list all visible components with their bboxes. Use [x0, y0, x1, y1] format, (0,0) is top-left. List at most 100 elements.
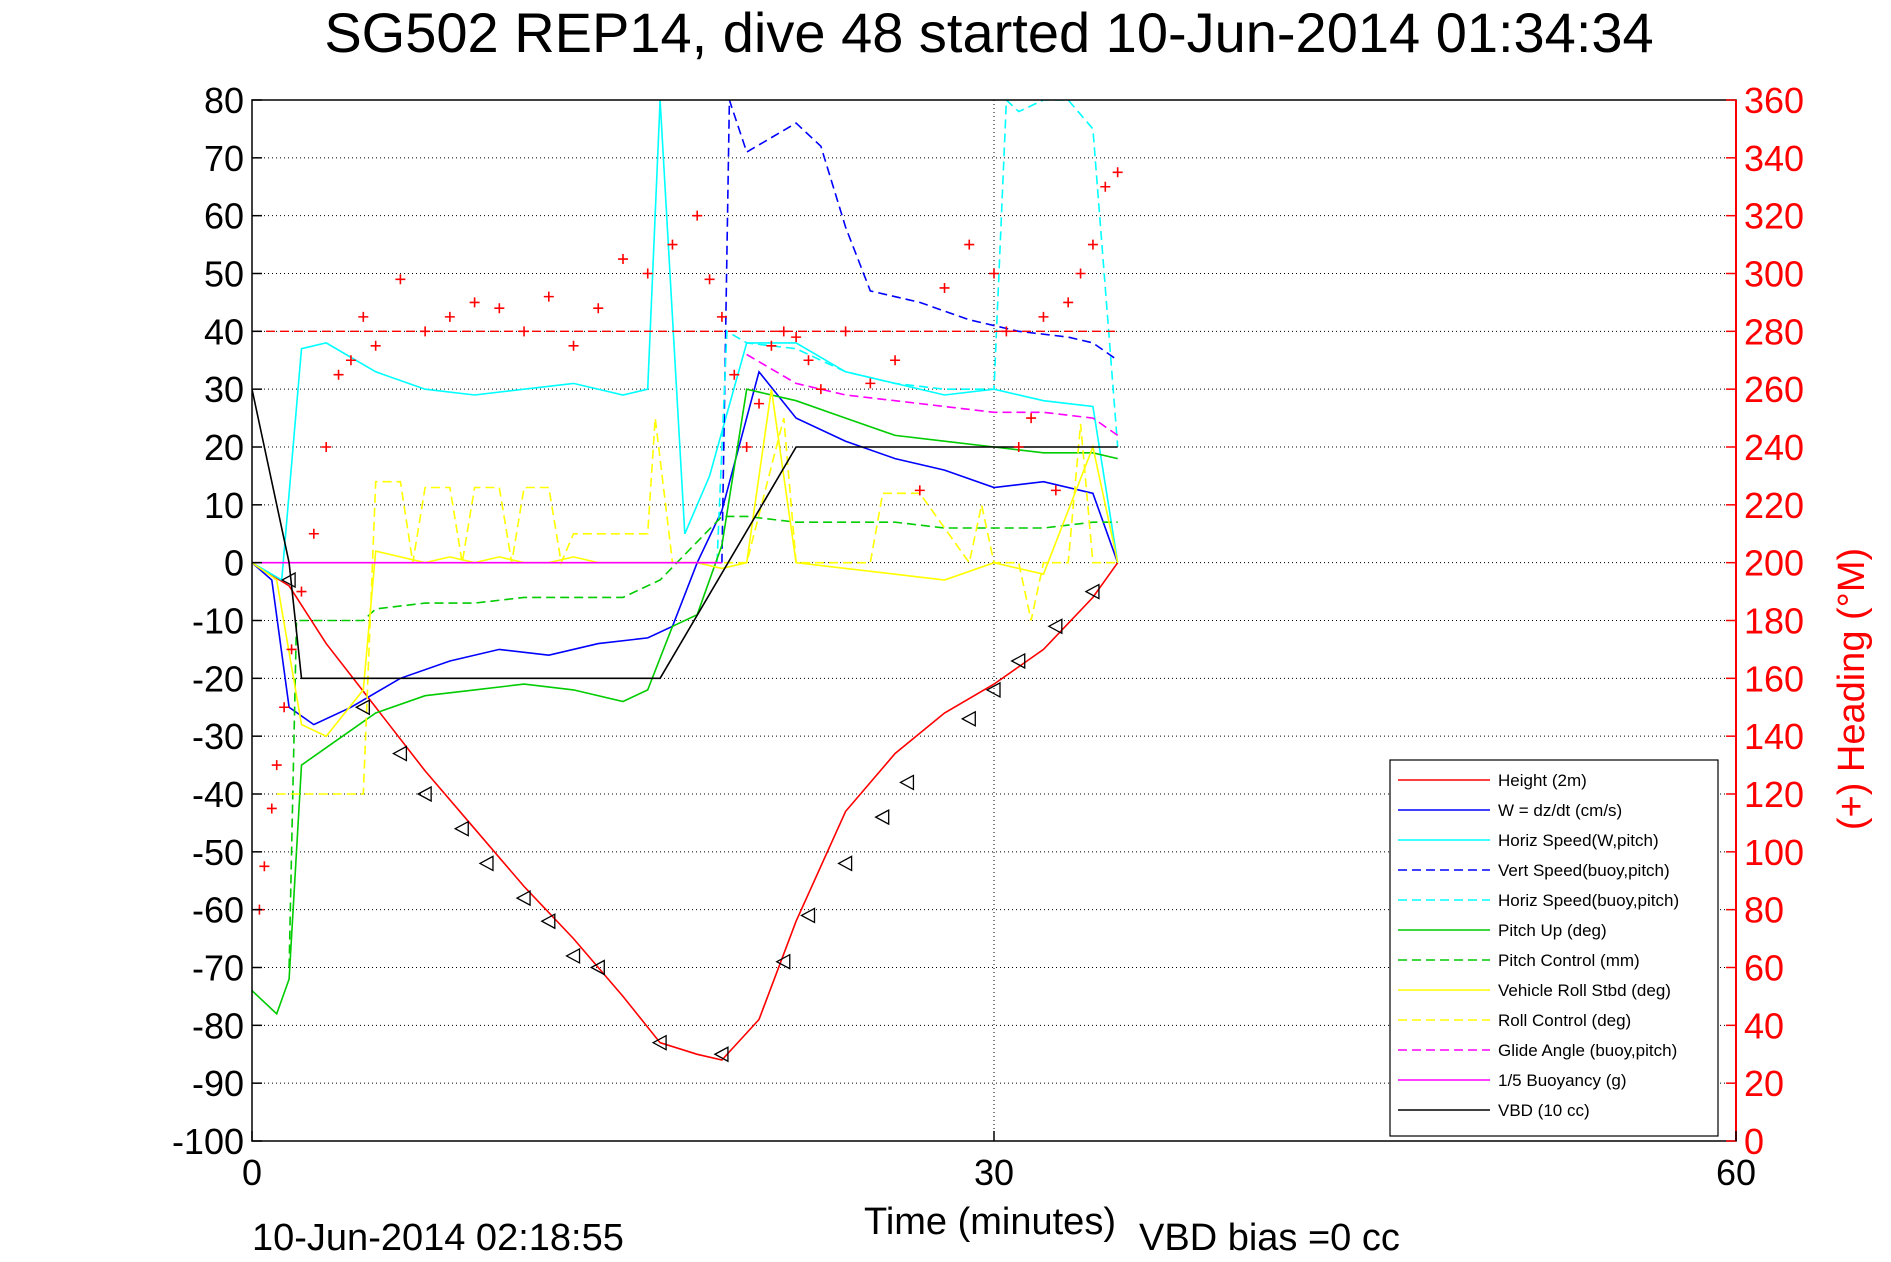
depth-marker	[478, 855, 494, 872]
heading-point	[321, 442, 332, 452]
depth-marker	[713, 1046, 729, 1063]
heading-point	[964, 239, 975, 250]
heading-point	[296, 586, 307, 597]
right-axis-label: (+) Heading (°M)	[1831, 548, 1873, 830]
depth-triangles	[280, 571, 1100, 1063]
heading-point	[865, 378, 876, 389]
chart-title: SG502 REP14, dive 48 started 10-Jun-2014…	[324, 1, 1653, 64]
right-tick-label: 280	[1744, 311, 1804, 352]
right-tick-label: 300	[1744, 254, 1804, 295]
heading-point	[890, 355, 901, 366]
x-tick-label: 30	[974, 1152, 1014, 1193]
y-tick-label: 30	[204, 369, 244, 410]
y-tick-label: 60	[204, 196, 244, 237]
depth-marker	[985, 681, 1001, 698]
heading-point	[358, 311, 369, 322]
y-tick-label: 50	[204, 254, 244, 295]
heading-point	[1001, 326, 1012, 337]
heading-point	[1026, 413, 1037, 424]
heading-point	[1100, 181, 1111, 192]
heading-point	[259, 861, 270, 872]
depth-marker	[515, 890, 531, 907]
heading-point	[989, 268, 999, 279]
legend-label-8: Roll Control (deg)	[1498, 1011, 1631, 1030]
legend-label-7: Vehicle Roll Stbd (deg)	[1498, 981, 1671, 1000]
right-tick-label: 0	[1744, 1121, 1764, 1162]
heading-point	[420, 326, 431, 337]
heading-point	[1075, 268, 1086, 279]
y-tick-label: -30	[192, 716, 244, 757]
y-tick-label: 0	[224, 543, 244, 584]
x-tick-label: 60	[1716, 1152, 1756, 1193]
axes: 80706050403020100-10-20-30-40-50-60-70-8…	[172, 80, 1804, 1193]
heading-point	[704, 274, 715, 285]
y-tick-label: -40	[192, 774, 244, 815]
y-tick-label: -20	[192, 658, 244, 699]
depth-marker	[1084, 583, 1100, 600]
heading-point	[543, 291, 554, 302]
depth-marker	[1047, 618, 1063, 635]
y-tick-label: 20	[204, 427, 244, 468]
heading-point	[939, 282, 950, 293]
right-tick-label: 160	[1744, 658, 1804, 699]
heading-point	[840, 326, 851, 337]
depth-marker	[354, 699, 370, 716]
legend-label-9: Glide Angle (buoy,pitch)	[1498, 1041, 1677, 1060]
heading-point	[271, 760, 282, 771]
depth-marker	[392, 745, 408, 762]
depth-marker	[453, 820, 469, 837]
heading-point	[803, 355, 814, 366]
heading-point	[266, 803, 277, 814]
y-tick-label: 70	[204, 138, 244, 179]
depth-marker	[589, 959, 605, 976]
heading-point	[667, 239, 678, 250]
right-tick-label: 340	[1744, 138, 1804, 179]
heading-point	[754, 398, 765, 409]
depth-marker	[540, 913, 556, 930]
series-line-9	[746, 353, 1119, 437]
heading-point	[345, 355, 356, 366]
legend-label-1: W = dz/dt (cm/s)	[1498, 801, 1622, 820]
depth-marker	[800, 907, 816, 924]
heading-point	[1063, 297, 1074, 308]
heading-point	[279, 702, 290, 713]
heading-point	[568, 340, 579, 351]
depth-marker	[280, 571, 296, 589]
heading-point	[815, 384, 826, 395]
series-line-6	[288, 515, 1118, 968]
depth-marker	[874, 809, 890, 826]
right-tick-label: 260	[1744, 369, 1804, 410]
right-tick-label: 360	[1744, 80, 1804, 121]
footer-timestamp: 10-Jun-2014 02:18:55	[252, 1217, 624, 1259]
legend-box	[1389, 759, 1719, 1137]
right-tick-label: 100	[1744, 832, 1804, 873]
y-tick-label: -50	[192, 832, 244, 873]
y-tick-label: -70	[192, 948, 244, 989]
legend-label-0: Height (2m)	[1498, 771, 1587, 790]
x-tick-label: 0	[242, 1152, 262, 1193]
heading-point	[494, 303, 505, 314]
right-tick-label: 200	[1744, 543, 1804, 584]
right-tick-label: 120	[1744, 774, 1804, 815]
heading-point	[1050, 485, 1061, 496]
y-tick-label: 80	[204, 80, 244, 121]
footer-vbd-bias: VBD bias =0 cc	[1139, 1217, 1400, 1259]
heading-point	[308, 528, 319, 539]
heading-point	[519, 326, 530, 337]
heading-point	[286, 644, 297, 655]
legend-label-2: Horiz Speed(W,pitch)	[1498, 831, 1659, 850]
heading-point	[791, 332, 802, 343]
y-tick-label: -100	[172, 1121, 244, 1162]
y-tick-label: 40	[204, 311, 244, 352]
series-line-4	[716, 100, 1119, 563]
series-line-0	[252, 562, 1119, 1061]
heading-markers	[252, 167, 1123, 915]
heading-point	[1038, 311, 1049, 322]
heading-point	[469, 297, 480, 308]
heading-point	[593, 303, 604, 314]
legend-label-3: Vert Speed(buoy,pitch)	[1498, 861, 1670, 880]
legend-label-6: Pitch Control (mm)	[1498, 951, 1640, 970]
depth-marker	[565, 947, 581, 965]
heading-point	[618, 254, 628, 265]
series-layer	[252, 100, 1119, 1061]
